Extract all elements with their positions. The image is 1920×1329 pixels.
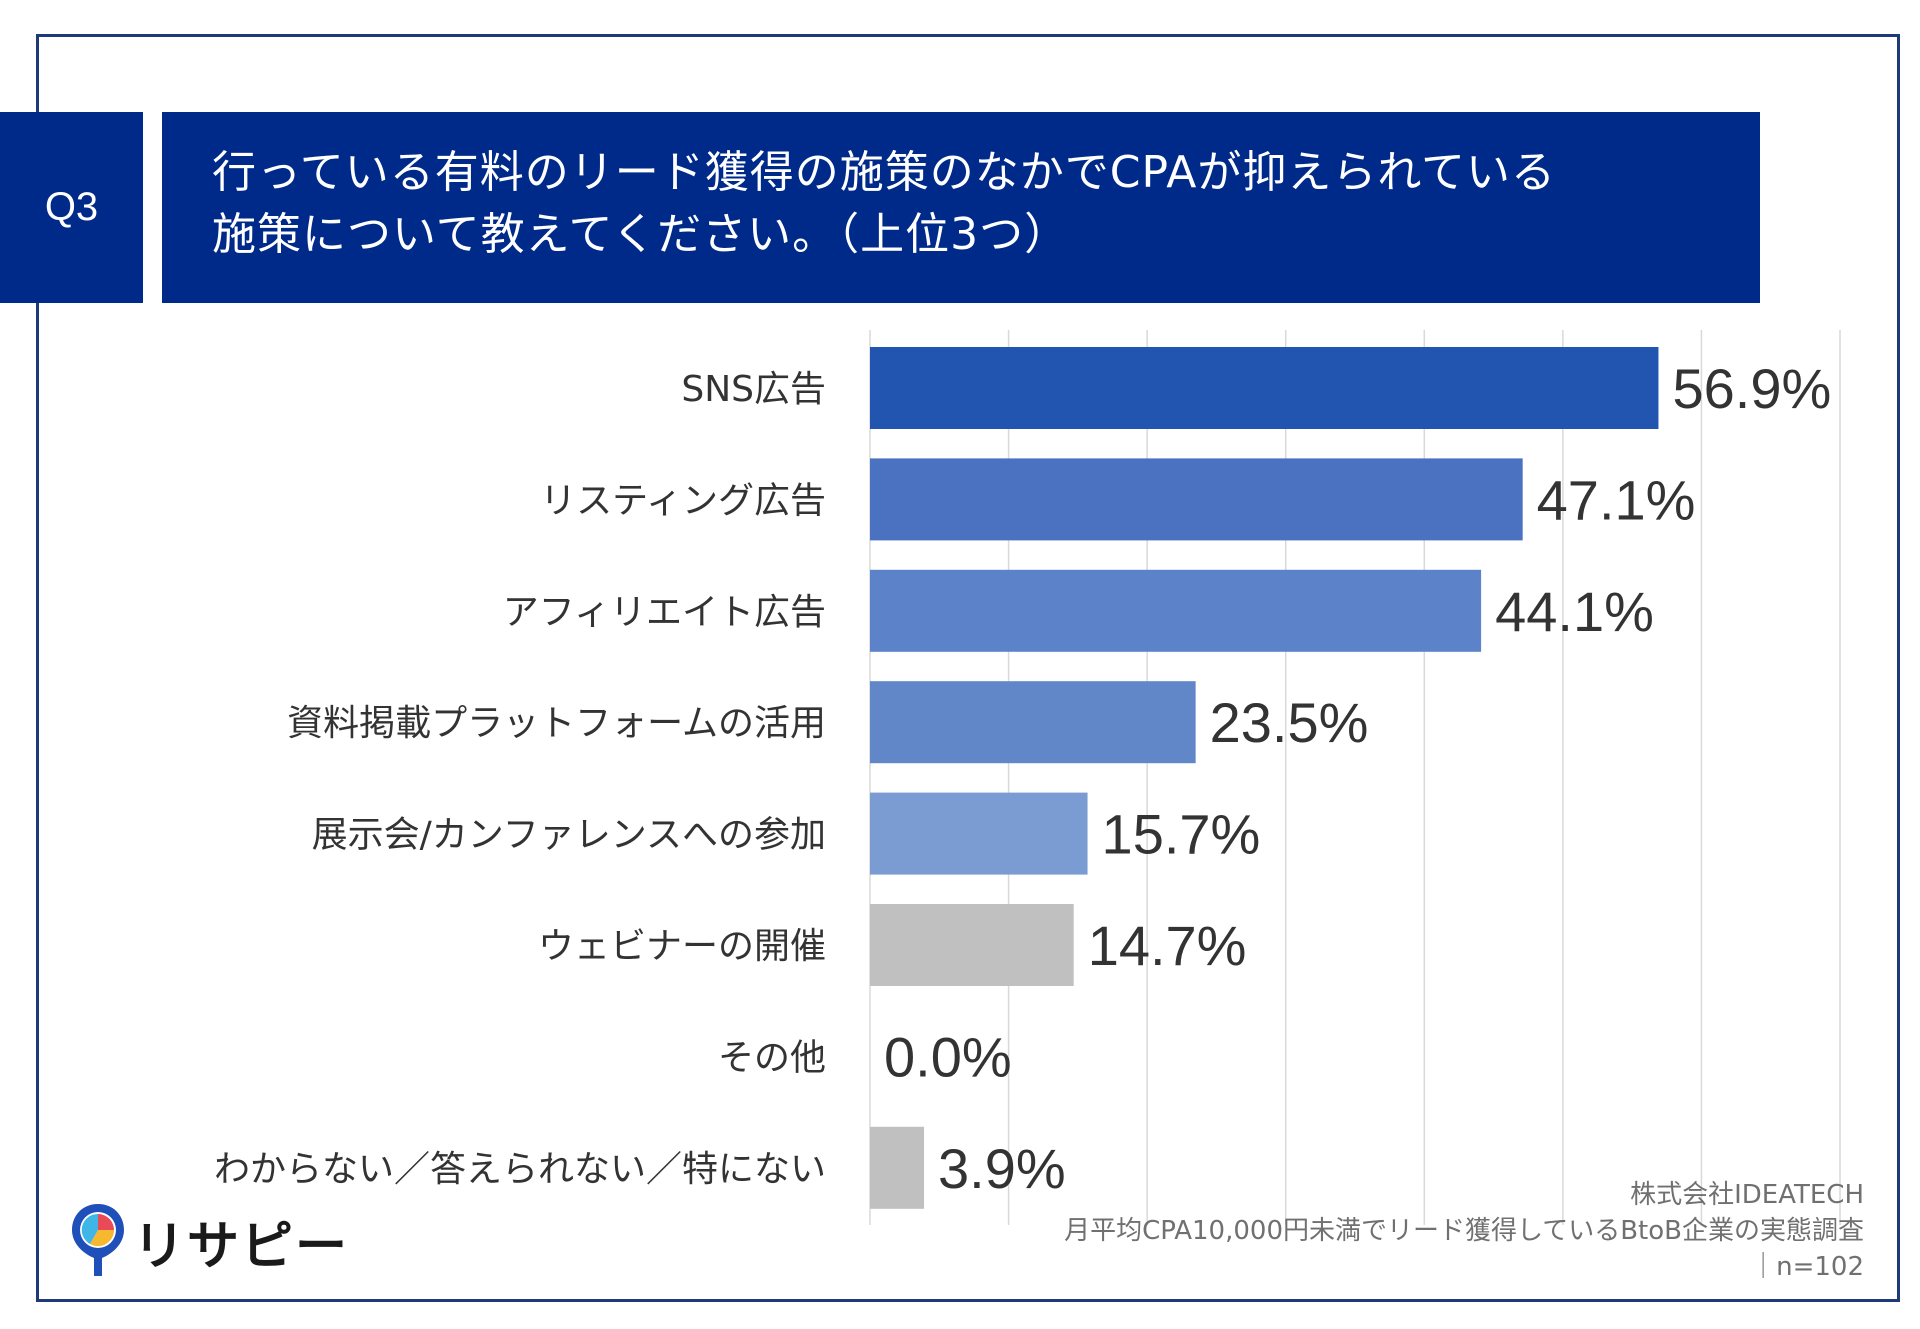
category-label: 展示会/カンファレンスへの参加 [312, 815, 826, 856]
value-label: 0.0% [884, 1025, 1012, 1088]
bar [870, 904, 1074, 986]
value-label: 44.1% [1495, 580, 1654, 643]
value-label: 23.5% [1210, 691, 1369, 754]
category-label: アフィリエイト広告 [503, 592, 826, 633]
bar [870, 458, 1523, 541]
category-label: その他 [718, 1037, 826, 1078]
question-title-line-1: 行っている有料のリード獲得の施策のなかでCPAが抑えられている [212, 147, 1557, 198]
bar [870, 792, 1088, 875]
value-label: 56.9% [1672, 357, 1831, 420]
value-label: 3.9% [938, 1137, 1066, 1200]
source-sample: ｜n=102 [1750, 1252, 1864, 1282]
category-label: わからない／答えられない／特にない [214, 1149, 826, 1190]
source-note: 株式会社IDEATECH 月平均CPA10,000円未満でリード獲得しているBt… [1064, 1177, 1864, 1285]
source-survey: 月平均CPA10,000円未満でリード獲得しているBtoB企業の実態調査 [1064, 1216, 1864, 1246]
logo-text: リサピー [133, 1217, 350, 1277]
question-title-line-2: 施策について教えてください。（上位3つ） [212, 209, 1070, 260]
value-label: 47.1% [1537, 468, 1696, 531]
question-title: 行っている有料のリード獲得の施策のなかでCPAが抑えられている 施策について教え… [162, 112, 1760, 303]
value-label: 14.7% [1088, 914, 1247, 977]
bar [870, 1126, 925, 1209]
question-badge: Q3 [0, 112, 143, 303]
bar [870, 681, 1196, 764]
source-company: 株式会社IDEATECH [1630, 1180, 1864, 1210]
chart-frame [36, 34, 1900, 1302]
bar [870, 569, 1482, 652]
risapy-logo: リサピー [68, 1200, 347, 1280]
pin-icon [72, 1204, 124, 1276]
category-label: ウェビナーの開催 [538, 926, 826, 967]
value-label: 15.7% [1102, 803, 1261, 866]
category-label: SNS広告 [681, 369, 826, 410]
category-label: 資料掲載プラットフォームの活用 [287, 703, 826, 744]
category-label: リスティング広告 [540, 480, 826, 521]
bar [870, 347, 1659, 429]
